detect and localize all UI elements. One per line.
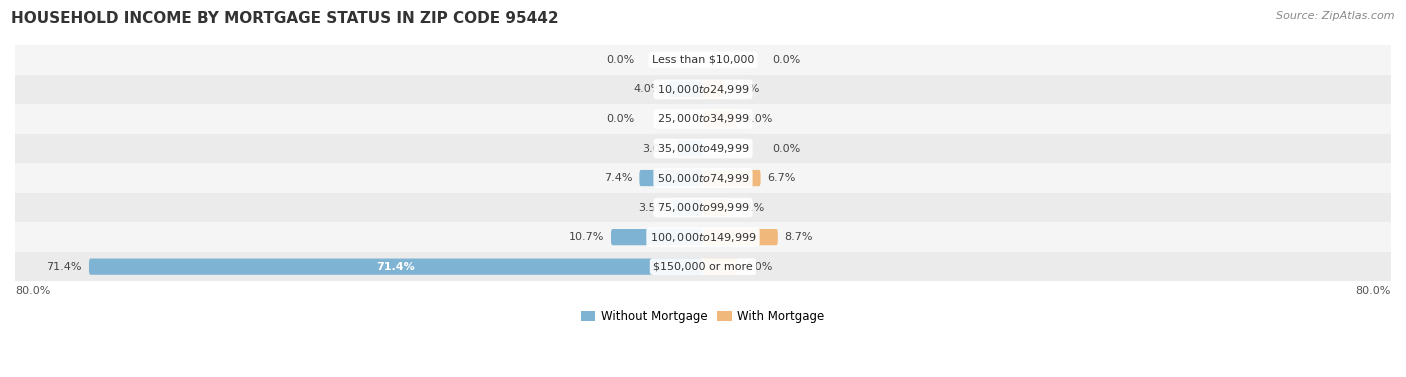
Text: 4.0%: 4.0% [744, 114, 773, 124]
Text: 3.0%: 3.0% [643, 144, 671, 153]
Text: $50,000 to $74,999: $50,000 to $74,999 [657, 172, 749, 185]
Text: 0.0%: 0.0% [772, 144, 800, 153]
FancyBboxPatch shape [703, 259, 737, 275]
FancyBboxPatch shape [703, 81, 724, 98]
Text: $25,000 to $34,999: $25,000 to $34,999 [657, 112, 749, 126]
Text: 71.4%: 71.4% [46, 262, 82, 272]
Bar [15, 45, 1391, 75]
Text: Less than $10,000: Less than $10,000 [652, 55, 754, 65]
FancyBboxPatch shape [703, 170, 761, 186]
FancyBboxPatch shape [669, 81, 703, 98]
Text: HOUSEHOLD INCOME BY MORTGAGE STATUS IN ZIP CODE 95442: HOUSEHOLD INCOME BY MORTGAGE STATUS IN Z… [11, 11, 558, 26]
FancyBboxPatch shape [678, 140, 703, 157]
Text: $35,000 to $49,999: $35,000 to $49,999 [657, 142, 749, 155]
Text: 7.4%: 7.4% [605, 173, 633, 183]
Text: 10.7%: 10.7% [568, 232, 605, 242]
Text: 4.0%: 4.0% [744, 262, 773, 272]
Bar [15, 222, 1391, 252]
FancyBboxPatch shape [673, 199, 703, 216]
FancyBboxPatch shape [612, 229, 703, 245]
Text: $10,000 to $24,999: $10,000 to $24,999 [657, 83, 749, 96]
Text: $100,000 to $149,999: $100,000 to $149,999 [650, 231, 756, 244]
Text: $75,000 to $99,999: $75,000 to $99,999 [657, 201, 749, 214]
Text: $150,000 or more: $150,000 or more [654, 262, 752, 272]
Bar [15, 134, 1391, 163]
Bar [15, 75, 1391, 104]
FancyBboxPatch shape [703, 199, 730, 216]
Text: 8.7%: 8.7% [785, 232, 813, 242]
Bar [15, 252, 1391, 281]
FancyBboxPatch shape [89, 259, 703, 275]
Bar [15, 163, 1391, 193]
Text: 0.0%: 0.0% [606, 114, 634, 124]
Text: 2.5%: 2.5% [731, 84, 759, 95]
FancyBboxPatch shape [703, 229, 778, 245]
Text: 71.4%: 71.4% [377, 262, 415, 272]
Text: 80.0%: 80.0% [1355, 286, 1391, 296]
Text: 80.0%: 80.0% [15, 286, 51, 296]
Text: 3.1%: 3.1% [737, 202, 765, 213]
Text: Source: ZipAtlas.com: Source: ZipAtlas.com [1277, 11, 1395, 21]
Text: 0.0%: 0.0% [772, 55, 800, 65]
Text: 0.0%: 0.0% [606, 55, 634, 65]
Text: 3.5%: 3.5% [638, 202, 666, 213]
Text: 4.0%: 4.0% [633, 84, 662, 95]
Text: 6.7%: 6.7% [768, 173, 796, 183]
Legend: Without Mortgage, With Mortgage: Without Mortgage, With Mortgage [576, 305, 830, 328]
FancyBboxPatch shape [640, 170, 703, 186]
Bar [15, 193, 1391, 222]
FancyBboxPatch shape [703, 111, 737, 127]
Bar [15, 104, 1391, 134]
